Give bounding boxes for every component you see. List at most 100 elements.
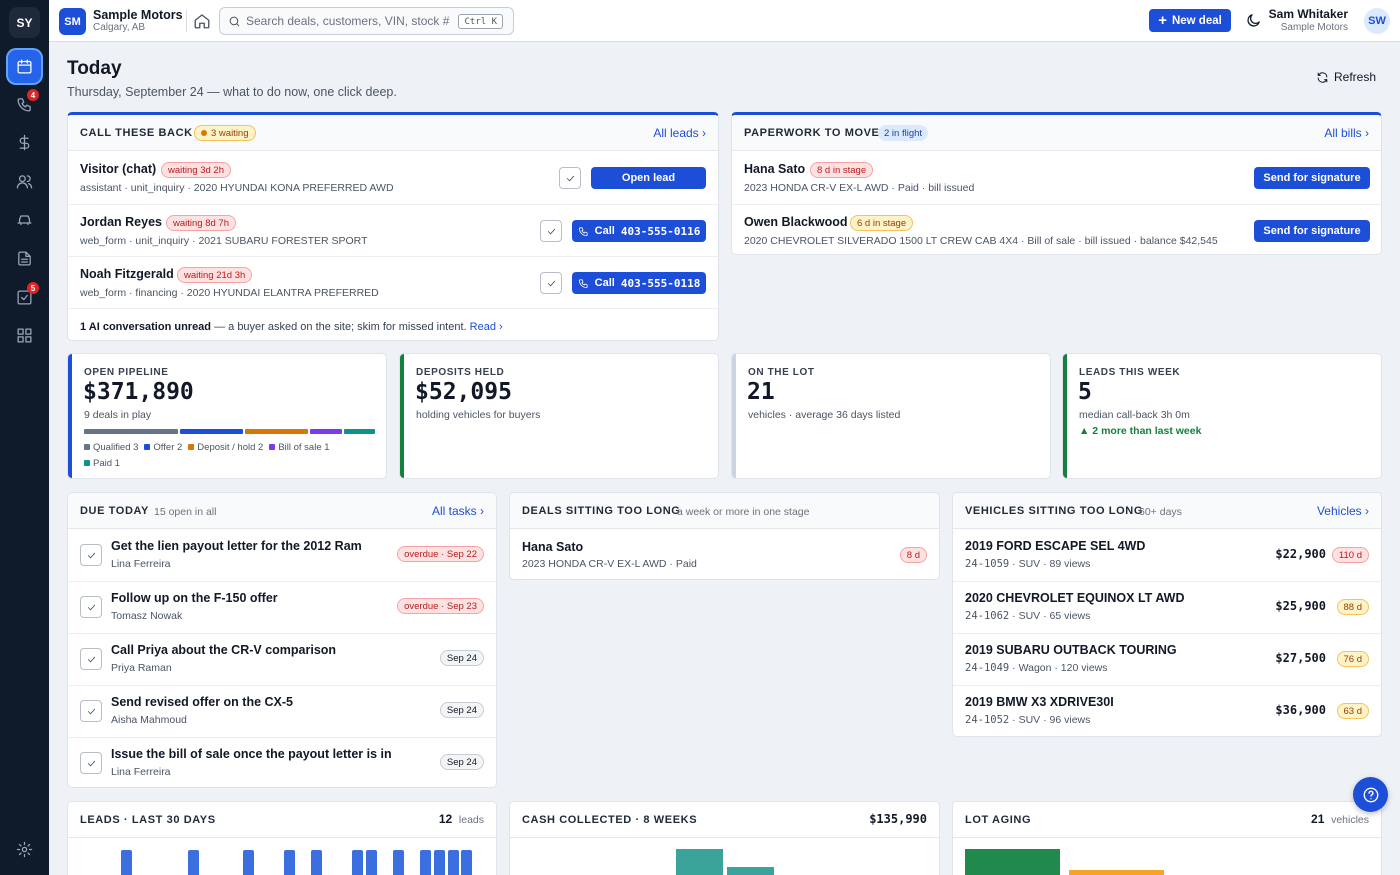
customers-nav-button[interactable]: [8, 165, 41, 198]
customer-name: Hana Sato: [522, 540, 584, 554]
legend-item: Paid 1: [84, 458, 120, 469]
complete-task-checkbox[interactable]: [80, 596, 102, 618]
phone-number: 403-555-0116: [620, 224, 701, 238]
task-assignee: Lina Ferreira: [111, 558, 171, 570]
page-subtitle: Thursday, September 24 — what to do now,…: [67, 85, 397, 99]
all-leads-link[interactable]: All leads ›: [653, 126, 706, 140]
paperwork-row[interactable]: Hana Sato 8 d in stage 2023 HONDA CR-V E…: [732, 152, 1381, 205]
paperwork-row[interactable]: Owen Blackwood 6 d in stage 2020 CHEVROL…: [732, 205, 1381, 254]
cash-collected-card: CASH COLLECTED · 8 WEEKS $135,990: [509, 801, 940, 875]
send-for-signature-button[interactable]: Send for signature: [1254, 220, 1370, 242]
open-pipeline-card[interactable]: OPEN PIPELINE $371,890 9 deals in play Q…: [67, 353, 387, 479]
stat-subtext: 9 deals in play: [84, 409, 152, 421]
vehicle-row[interactable]: 2019 BMW X3 XDRIVE30I 24-1052 · SUV · 96 …: [953, 686, 1381, 736]
stat-label: DEPOSITS HELD: [416, 367, 505, 378]
moon-icon[interactable]: [1245, 12, 1262, 29]
task-row[interactable]: Send revised offer on the CX-5 Aisha Mahm…: [68, 686, 496, 738]
complete-task-checkbox[interactable]: [80, 648, 102, 670]
task-row[interactable]: Follow up on the F-150 offer Tomasz Nowak…: [68, 582, 496, 634]
lead-row[interactable]: Noah Fitzgerald waiting 21d 3h web_form …: [68, 257, 718, 309]
inventory-nav-button[interactable]: [8, 203, 41, 236]
deposits-held-card[interactable]: DEPOSITS HELD $52,095 holding vehicles f…: [399, 353, 719, 479]
tasks-nav-button[interactable]: 5: [8, 281, 41, 314]
lead-row[interactable]: Jordan Reyes waiting 8d 7h web_form · un…: [68, 205, 718, 257]
workspace-logo[interactable]: SY: [9, 7, 40, 38]
new-deal-button[interactable]: + New deal: [1149, 9, 1231, 32]
apps-nav-button[interactable]: [8, 319, 41, 352]
vehicle-meta: 24-1062 · SUV · 65 views: [965, 610, 1090, 622]
vehicles-link[interactable]: Vehicles ›: [1316, 504, 1369, 518]
all-bills-link[interactable]: All bills ›: [1324, 126, 1369, 140]
chart-bar: [188, 850, 199, 875]
due-date-badge: overdue · Sep 23: [397, 598, 484, 614]
card-header: DEALS SITTING TOO LONG a week or more in…: [510, 493, 939, 529]
vehicle-details: · SUV · 89 views: [1009, 558, 1091, 570]
leads-this-week-card[interactable]: LEADS THIS WEEK 5 median call-back 3h 0m…: [1062, 353, 1382, 479]
vehicle-price: $25,900: [1275, 599, 1326, 613]
org-avatar[interactable]: SM: [59, 8, 86, 35]
deals-nav-button[interactable]: [8, 126, 41, 159]
task-assignee: Lina Ferreira: [111, 766, 171, 778]
task-row[interactable]: Get the lien payout letter for the 2012 …: [68, 530, 496, 582]
mark-done-checkbox[interactable]: [540, 272, 562, 294]
call-lead-button[interactable]: Call 403-555-0118: [572, 272, 706, 294]
gear-icon: [16, 841, 33, 858]
legend-item: Qualified 3: [84, 442, 138, 453]
vehicle-name: 2019 FORD ESCAPE SEL 4WD: [965, 539, 1146, 553]
open-lead-button[interactable]: Open lead: [591, 167, 706, 189]
card-header: CALL THESE BACK 3 waiting All leads ›: [68, 115, 718, 151]
deal-row[interactable]: Hana Sato 2023 HONDA CR-V EX-L AWD · Pai…: [510, 530, 939, 579]
mark-done-checkbox[interactable]: [540, 220, 562, 242]
stock-number: 24-1049: [965, 662, 1010, 674]
org-city: Calgary, AB: [93, 22, 146, 33]
legend-swatch: [84, 444, 90, 450]
user-menu[interactable]: Sam Whitaker Sample Motors: [1269, 8, 1348, 34]
chart-bar: [393, 850, 404, 875]
all-tasks-link[interactable]: All tasks ›: [431, 504, 484, 518]
complete-task-checkbox[interactable]: [80, 544, 102, 566]
calls-nav-button[interactable]: 4: [8, 88, 41, 121]
home-icon[interactable]: [193, 12, 211, 30]
due-date-badge: Sep 24: [439, 702, 484, 718]
help-button[interactable]: [1353, 777, 1388, 812]
mark-done-checkbox[interactable]: [559, 167, 581, 189]
lead-name: Visitor (chat): [80, 162, 157, 176]
lead-meta: web_form · unit_inquiry · 2021 SUBARU FO…: [80, 235, 368, 247]
stat-subtext: vehicles · average 36 days listed: [748, 409, 901, 421]
call-lead-button[interactable]: Call 403-555-0116: [572, 220, 706, 242]
global-search[interactable]: Ctrl K: [219, 7, 514, 35]
complete-task-checkbox[interactable]: [80, 700, 102, 722]
card-header: VEHICLES SITTING TOO LONG 60+ days Vehic…: [953, 493, 1381, 529]
today-nav-button[interactable]: [8, 50, 41, 83]
task-row[interactable]: Issue the bill of sale once the payout l…: [68, 738, 496, 787]
chart-bar: [448, 850, 459, 875]
vehicle-meta: 24-1052 · SUV · 96 views: [965, 714, 1090, 726]
refresh-button[interactable]: Refresh: [1316, 70, 1376, 84]
send-for-signature-button[interactable]: Send for signature: [1254, 167, 1370, 189]
on-the-lot-card[interactable]: ON THE LOT 21 vehicles · average 36 days…: [731, 353, 1051, 479]
check-icon: [87, 604, 95, 610]
complete-task-checkbox[interactable]: [80, 752, 102, 774]
vehicle-row[interactable]: 2019 FORD ESCAPE SEL 4WD 24-1059 · SUV · …: [953, 530, 1381, 582]
dollar-icon: [19, 134, 30, 151]
documents-nav-button[interactable]: [8, 242, 41, 275]
refresh-icon: [1317, 71, 1328, 83]
card-title: DEALS SITTING TOO LONG: [522, 505, 681, 517]
search-input[interactable]: [246, 12, 456, 30]
chart-bar: [121, 850, 132, 875]
task-row[interactable]: Call Priya about the CR-V comparison Priy…: [68, 634, 496, 686]
vehicle-row[interactable]: 2020 CHEVROLET EQUINOX LT AWD 24-1062 · S…: [953, 582, 1381, 634]
user-avatar[interactable]: SW: [1364, 8, 1390, 34]
search-shortcut-hint: Ctrl K: [458, 14, 503, 29]
pipeline-segment: [84, 429, 179, 434]
read-link[interactable]: Read ›: [469, 321, 503, 333]
stat-subtext: holding vehicles for buyers: [416, 409, 541, 421]
settings-nav-button[interactable]: [8, 833, 41, 866]
refresh-label: Refresh: [1334, 70, 1377, 84]
call-label: Call: [594, 277, 615, 289]
leads-unit: leads: [458, 814, 484, 826]
lead-row[interactable]: Visitor (chat) waiting 3d 2h assistant ·…: [68, 152, 718, 205]
vehicle-row[interactable]: 2019 SUBARU OUTBACK TOURING 24-1049 · Wag…: [953, 634, 1381, 686]
ai-unread-text: — a buyer asked on the site; skim for mi…: [211, 321, 470, 333]
chart-bar: [727, 867, 774, 875]
